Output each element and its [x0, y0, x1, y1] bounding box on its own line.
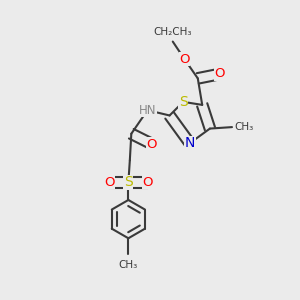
Text: O: O: [214, 68, 225, 80]
Text: O: O: [147, 137, 157, 151]
Text: CH₃: CH₃: [119, 260, 138, 270]
Text: O: O: [179, 53, 190, 66]
Text: O: O: [142, 176, 153, 189]
Text: HN: HN: [139, 104, 156, 117]
Text: S: S: [124, 175, 133, 189]
Text: S: S: [179, 95, 188, 109]
Text: CH₂CH₃: CH₂CH₃: [154, 27, 192, 37]
Text: O: O: [104, 176, 115, 189]
Text: CH₃: CH₃: [234, 122, 254, 132]
Text: N: N: [184, 136, 195, 150]
